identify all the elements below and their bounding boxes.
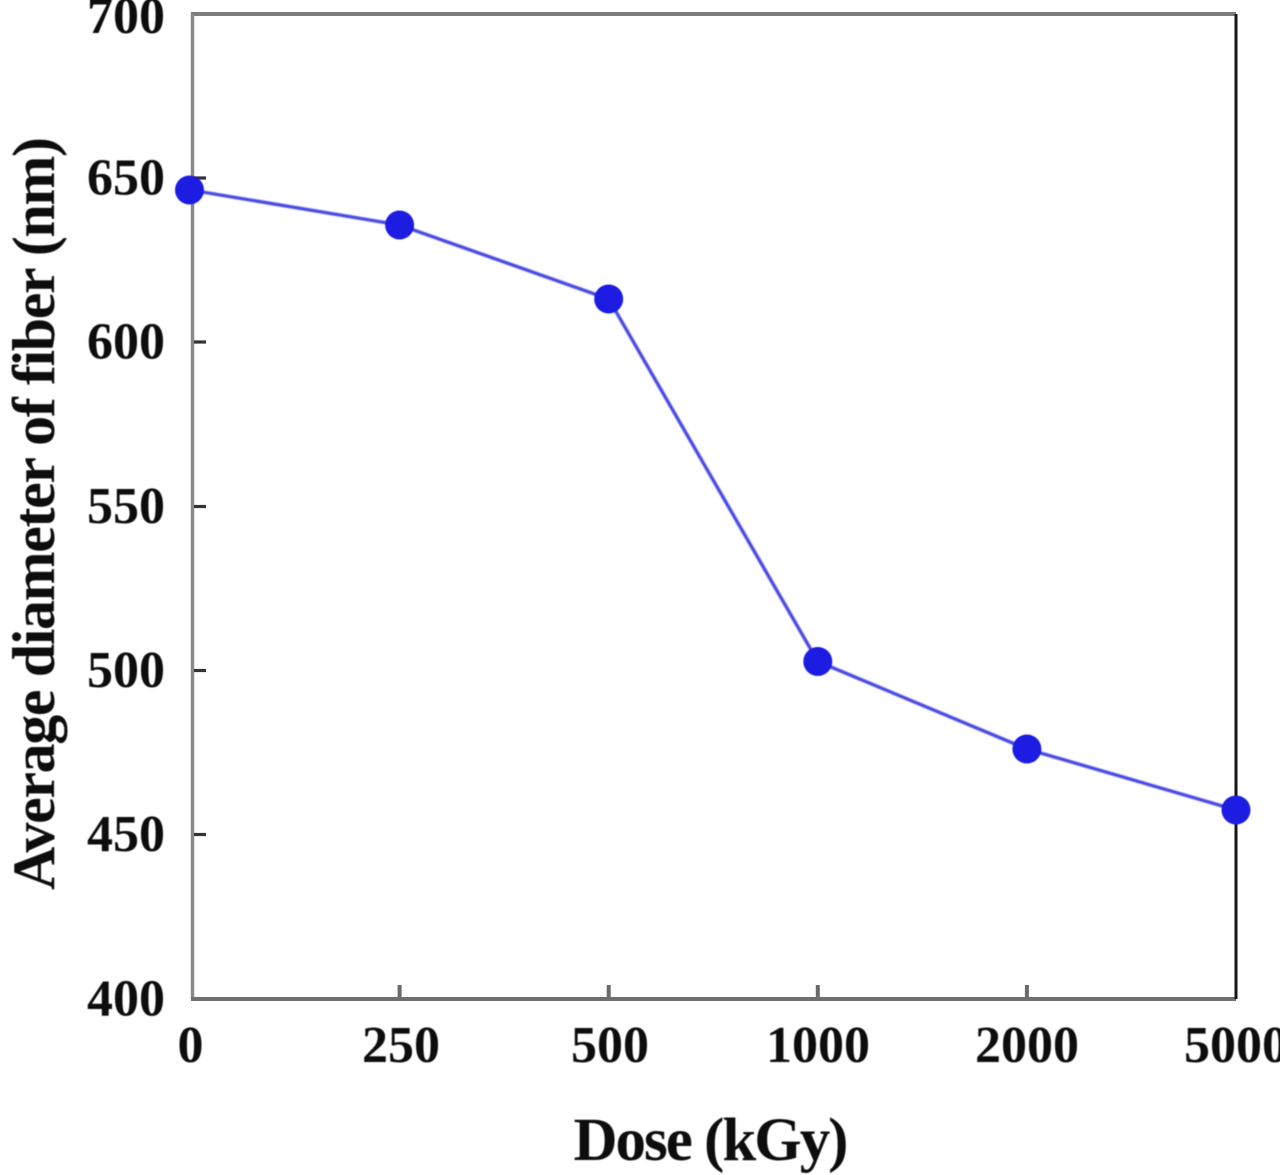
svg-text:Dose (kGy): Dose (kGy)	[574, 1107, 849, 1174]
svg-text:250: 250	[362, 1017, 440, 1074]
svg-text:650: 650	[87, 150, 165, 207]
svg-text:500: 500	[87, 642, 165, 699]
svg-text:0: 0	[178, 1017, 204, 1074]
svg-text:700: 700	[87, 0, 165, 45]
svg-text:1000: 1000	[766, 1017, 870, 1074]
svg-text:400: 400	[87, 971, 165, 1028]
svg-text:5000: 5000	[1184, 1017, 1280, 1074]
svg-text:Average diameter of fiber (nm): Average diameter of fiber (nm)	[1, 137, 67, 890]
svg-text:450: 450	[87, 806, 165, 863]
svg-text:500: 500	[571, 1017, 649, 1074]
svg-text:600: 600	[87, 314, 165, 371]
svg-text:2000: 2000	[975, 1017, 1079, 1074]
svg-text:550: 550	[87, 478, 165, 535]
